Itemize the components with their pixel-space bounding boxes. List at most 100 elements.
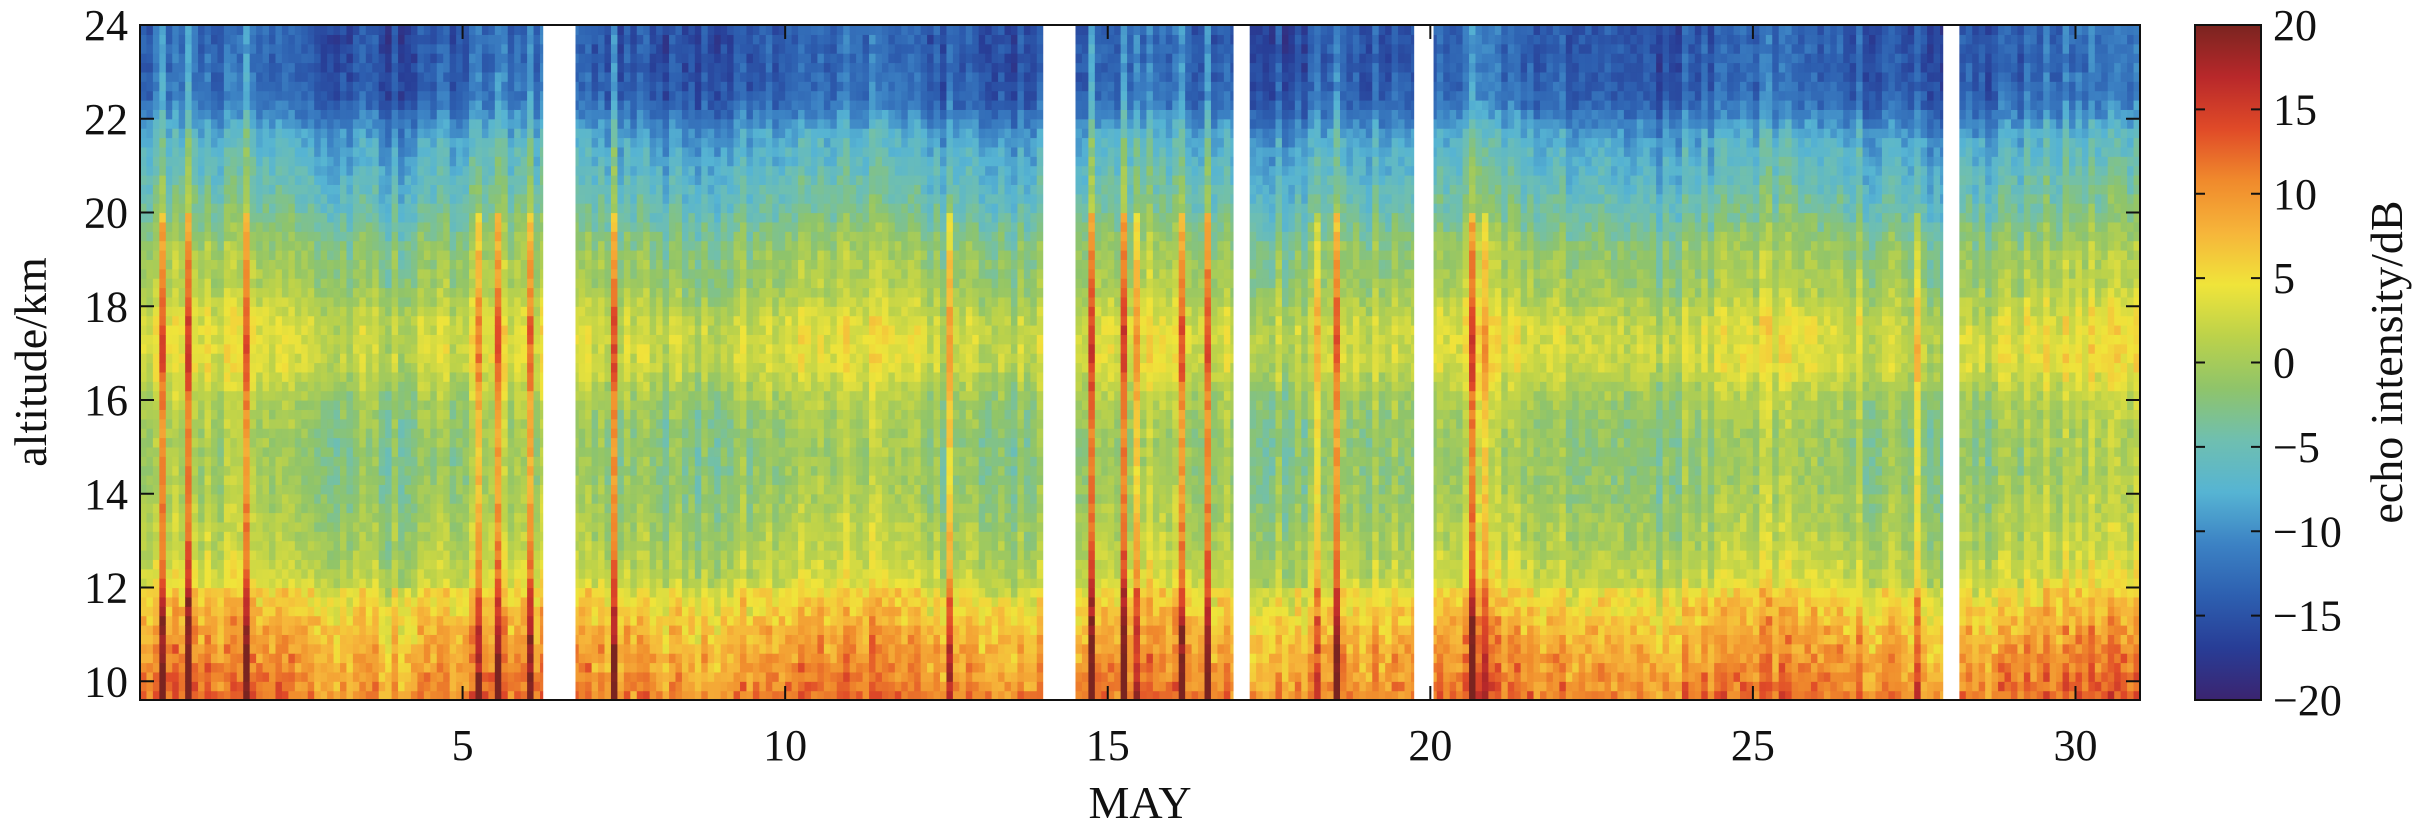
heatmap-cell bbox=[404, 531, 412, 542]
heatmap-cell bbox=[178, 250, 186, 260]
heatmap-cell bbox=[481, 137, 489, 148]
heatmap-cell bbox=[198, 268, 206, 279]
heatmap-cell bbox=[572, 184, 580, 195]
heatmap-cell bbox=[365, 343, 373, 354]
heatmap-cell bbox=[507, 437, 515, 448]
heatmap-cell bbox=[146, 43, 154, 54]
heatmap-cell bbox=[488, 193, 496, 204]
heatmap-cell bbox=[436, 550, 444, 560]
heatmap-cell bbox=[281, 175, 289, 185]
heatmap-cell bbox=[172, 475, 180, 485]
heatmap-cell bbox=[178, 43, 186, 54]
heatmap-cell bbox=[481, 362, 489, 373]
heatmap-cell bbox=[572, 587, 580, 598]
heatmap-cell bbox=[578, 203, 586, 214]
heatmap-cell bbox=[449, 156, 457, 167]
heatmap-cell bbox=[578, 34, 586, 45]
heatmap-cell bbox=[275, 446, 283, 457]
heatmap-cell bbox=[469, 475, 477, 485]
heatmap-cell bbox=[533, 381, 541, 392]
heatmap-cell bbox=[340, 71, 348, 82]
heatmap-cell bbox=[410, 287, 419, 298]
heatmap-cell bbox=[481, 146, 489, 157]
heatmap-cell bbox=[191, 559, 199, 570]
heatmap-cell bbox=[507, 165, 515, 176]
heatmap-cell bbox=[430, 531, 438, 542]
heatmap-cell bbox=[578, 671, 586, 682]
heatmap-cell bbox=[443, 296, 451, 307]
heatmap-cell bbox=[372, 193, 380, 204]
heatmap-cell bbox=[572, 100, 580, 110]
heatmap-cell bbox=[262, 559, 270, 570]
heatmap-cell bbox=[301, 100, 309, 110]
heatmap-cell bbox=[256, 634, 264, 645]
heatmap-cell bbox=[191, 578, 199, 589]
heatmap-cell bbox=[269, 325, 277, 335]
heatmap-cell bbox=[178, 165, 186, 176]
heatmap-cell bbox=[475, 559, 483, 570]
heatmap-cell bbox=[191, 531, 199, 542]
heatmap-cell bbox=[256, 71, 264, 82]
heatmap-cell bbox=[217, 531, 225, 542]
heatmap-cell bbox=[398, 512, 406, 523]
heatmap-cell bbox=[533, 62, 541, 73]
heatmap-cell bbox=[391, 362, 399, 373]
heatmap-cell bbox=[236, 362, 244, 373]
heatmap-cell bbox=[294, 146, 302, 157]
heatmap-cell bbox=[475, 268, 483, 279]
heatmap-cell bbox=[210, 100, 219, 110]
heatmap-cell bbox=[172, 437, 180, 448]
heatmap-cell bbox=[320, 278, 328, 289]
heatmap-cell bbox=[514, 484, 522, 495]
heatmap-cell bbox=[436, 681, 444, 692]
heatmap-cell bbox=[333, 550, 341, 560]
heatmap-cell bbox=[340, 606, 348, 617]
heatmap-cell bbox=[340, 681, 348, 692]
heatmap-cell bbox=[475, 325, 483, 335]
heatmap-cell bbox=[533, 43, 541, 54]
heatmap-cell bbox=[352, 634, 360, 645]
heatmap-cell bbox=[185, 446, 193, 457]
heatmap-cell bbox=[327, 240, 335, 251]
heatmap-cell bbox=[578, 296, 586, 307]
heatmap-cell bbox=[204, 625, 212, 635]
heatmap-cell bbox=[165, 100, 173, 110]
heatmap-cell bbox=[333, 653, 341, 664]
heatmap-cell bbox=[494, 315, 502, 326]
heatmap-cell bbox=[430, 81, 438, 92]
heatmap-cell bbox=[275, 156, 283, 167]
heatmap-cell bbox=[398, 62, 406, 73]
heatmap-cell bbox=[494, 578, 502, 589]
heatmap-cell bbox=[507, 334, 515, 345]
heatmap-cell bbox=[307, 306, 315, 317]
heatmap-cell bbox=[243, 325, 251, 335]
heatmap-cell bbox=[340, 400, 348, 410]
heatmap-cell bbox=[359, 550, 367, 560]
heatmap-cell bbox=[572, 268, 580, 279]
heatmap-cell bbox=[352, 118, 360, 129]
heatmap-cell bbox=[191, 334, 199, 345]
heatmap-cell bbox=[327, 493, 335, 504]
heatmap-cell bbox=[204, 381, 212, 392]
heatmap-cell bbox=[159, 53, 167, 64]
heatmap-cell bbox=[275, 146, 283, 157]
heatmap-cell bbox=[198, 400, 206, 410]
heatmap-cell bbox=[352, 671, 360, 682]
heatmap-cell bbox=[359, 493, 367, 504]
heatmap-cell bbox=[527, 175, 535, 185]
heatmap-cell bbox=[294, 315, 302, 326]
heatmap-cell bbox=[307, 428, 315, 439]
heatmap-cell bbox=[352, 418, 360, 429]
heatmap-cell bbox=[256, 231, 264, 242]
heatmap-cell bbox=[359, 334, 367, 345]
heatmap-cell bbox=[404, 100, 412, 110]
heatmap-cell bbox=[256, 250, 264, 260]
heatmap-cell bbox=[320, 268, 328, 279]
heatmap-cell bbox=[256, 334, 264, 345]
heatmap-cell bbox=[159, 437, 167, 448]
heatmap-cell bbox=[210, 475, 219, 485]
heatmap-cell bbox=[165, 137, 173, 148]
heatmap-cell bbox=[281, 662, 289, 673]
heatmap-cell bbox=[210, 43, 219, 54]
heatmap-cell bbox=[456, 109, 464, 120]
